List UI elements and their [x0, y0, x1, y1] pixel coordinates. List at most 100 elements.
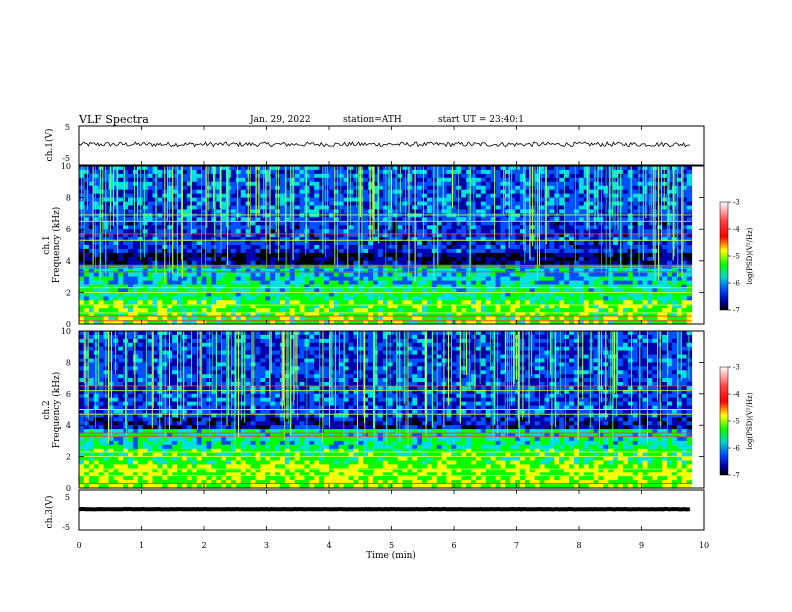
spectrogram-cell: [686, 248, 693, 254]
spectrogram-cell: [83, 252, 90, 258]
spectrogram-cell: [235, 237, 242, 242]
spectrogram-cell: [569, 292, 575, 297]
spectrogram-cell: [304, 189, 310, 195]
spectrogram-cell: [216, 185, 222, 191]
spectrogram-cell: [387, 268, 394, 274]
spectrogram-cell: [113, 312, 119, 317]
spectrogram-cell: [622, 304, 629, 309]
spectrogram-cell: [201, 245, 207, 250]
spectrogram-cell: [132, 312, 139, 317]
spectrogram-cell: [549, 213, 555, 218]
spectrogram-cell: [240, 272, 247, 278]
spectrogram-cell: [167, 209, 173, 214]
spectrogram-cell: [588, 177, 595, 183]
spectrogram-cell: [382, 166, 389, 171]
spectrogram-cell: [206, 221, 212, 226]
spectrogram-cell: [608, 272, 614, 278]
spectrogram-cell: [377, 193, 384, 199]
spectrogram-cell: [686, 280, 693, 286]
spectrogram-cell: [510, 233, 516, 238]
spectrogram-cell: [191, 312, 198, 317]
spectrogram-cell: [118, 248, 124, 254]
spectrogram-cell: [132, 260, 139, 266]
spectrogram-cell: [294, 300, 301, 305]
spectrogram-cell: [284, 205, 291, 210]
spectrogram-cell: [265, 320, 271, 325]
spectrogram-cell: [671, 237, 678, 242]
spectrogram-cell: [618, 288, 624, 293]
spectrogram-cell: [98, 288, 105, 293]
spectrogram-cell: [510, 245, 516, 250]
spectrogram-cell: [431, 300, 438, 305]
spectrogram-cell: [368, 256, 374, 262]
spectrogram-cell: [662, 217, 668, 222]
spectrogram-cell: [583, 213, 590, 218]
spectrogram-cell: [490, 284, 497, 289]
spectrogram-cell: [676, 308, 683, 313]
spectrogram-cell: [260, 312, 266, 317]
spectrogram-cell: [181, 316, 188, 321]
spectrogram-cell: [270, 245, 276, 250]
spectrogram-cell: [88, 300, 95, 305]
spectrogram-cell: [201, 193, 207, 199]
spectrogram-cell: [186, 193, 193, 199]
spectrogram-cell: [98, 241, 105, 246]
spectrogram-cell: [622, 166, 629, 171]
spectrogram-cell: [671, 260, 678, 266]
spectrogram-cell: [544, 205, 550, 210]
spectrogram-cell: [338, 312, 345, 317]
spectrogram-cell: [235, 248, 242, 254]
spectrogram-cell: [98, 304, 105, 309]
spectrogram-cell: [319, 193, 325, 199]
spectrogram-cell: [333, 268, 340, 274]
spectrogram-cell: [137, 316, 144, 321]
spectrogram-cell: [270, 185, 276, 191]
spectrogram-cell: [490, 221, 497, 226]
spectrogram-cell: [260, 272, 266, 278]
spectrogram-cell: [500, 268, 506, 274]
spectrogram-cell: [299, 292, 305, 297]
spectrogram-cell: [348, 276, 354, 282]
spectrogram-cell: [123, 177, 129, 183]
spectrogram-cell: [132, 256, 139, 262]
spectrogram-cell: [373, 316, 379, 321]
spectrogram-cell: [667, 209, 673, 214]
spectrogram-cell: [172, 233, 178, 238]
spectrogram-cell: [373, 225, 379, 230]
spectrogram-cell: [211, 213, 217, 218]
spectrogram-cell: [485, 245, 492, 250]
spectrogram-cell: [83, 276, 90, 282]
spectrogram-cell: [211, 189, 217, 195]
spectrogram-cell: [549, 166, 555, 171]
spectrogram-cell: [270, 241, 276, 246]
spectrogram-cell: [270, 205, 276, 210]
spectrogram-cell: [456, 201, 462, 207]
spectrogram-cell: [93, 197, 100, 203]
spectrogram-cell: [564, 169, 570, 175]
spectrogram-cell: [426, 245, 433, 250]
spectrogram-cell: [118, 268, 124, 274]
spectrogram-cell: [88, 225, 95, 230]
spectrogram-cell: [333, 292, 340, 297]
spectrogram-cell: [578, 304, 585, 309]
spectrogram-cell: [392, 288, 399, 293]
spectrogram-cell: [270, 193, 276, 199]
spectrogram-cell: [363, 225, 369, 230]
spectrogram-cell: [79, 320, 85, 325]
spectrogram-cell: [397, 241, 403, 246]
spectrogram-cell: [608, 300, 614, 305]
spectrogram-cell: [79, 280, 85, 286]
spectrogram-cell: [407, 292, 413, 297]
spectrogram-cell: [417, 300, 423, 305]
spectrogram-cell: [128, 320, 134, 325]
spectrogram-cell: [128, 185, 134, 191]
spectrogram-cell: [211, 320, 217, 325]
spectrogram-cell: [132, 308, 139, 313]
spectrogram-cell: [118, 280, 124, 286]
spectrogram-cell: [662, 260, 668, 266]
spectrogram-cell: [265, 197, 271, 203]
spectrogram-cell: [671, 296, 678, 301]
spectrogram-cell: [79, 276, 85, 282]
spectrogram-cell: [328, 300, 335, 305]
spectrogram-cell: [221, 177, 227, 183]
